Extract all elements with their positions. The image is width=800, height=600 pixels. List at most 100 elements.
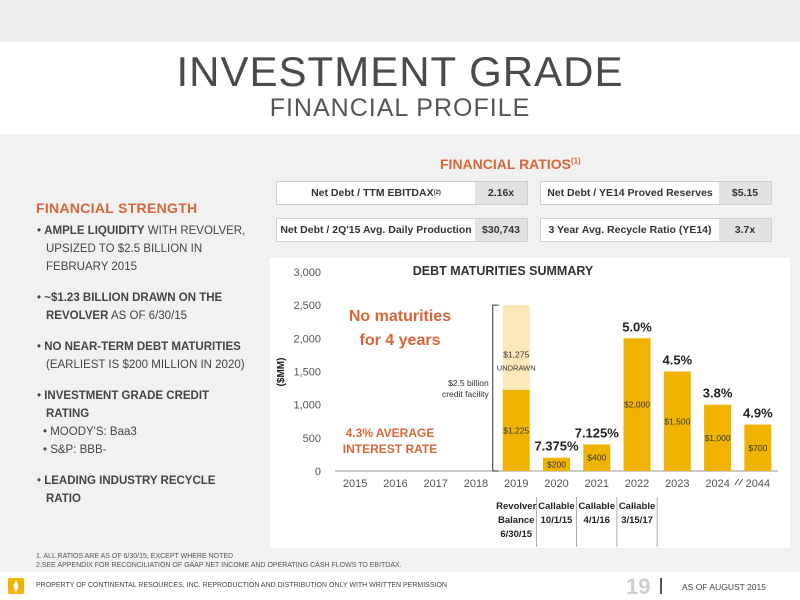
x-tick-label: 2023	[665, 478, 689, 490]
y-tick-label: 1,500	[293, 367, 321, 379]
x-tick-label: 2020	[544, 478, 568, 490]
x-tick-label: 2015	[343, 478, 367, 490]
bar-drawn	[623, 338, 651, 471]
strength-item-bold: ~$1.23 BILLION DRAWN ON THE REVOLVER	[44, 292, 223, 322]
ratio-label-text: Net Debt / 2Q'15 Avg. Daily Production	[280, 224, 472, 236]
ratio-value: $30,743	[475, 219, 527, 241]
strength-item-bold: LEADING INDUSTRY RECYCLE RATIO	[44, 475, 216, 505]
strength-item: • AMPLE LIQUIDITY WITH REVOLVER, UPSIZED…	[37, 225, 246, 273]
rating-item: • MOODY'S: Baa3	[43, 426, 137, 438]
ratio-label: Net Debt / TTM EBITDAX (2)	[277, 182, 475, 204]
ratio-label: 3 Year Avg. Recycle Ratio (YE14)	[541, 219, 719, 241]
financial-ratios-heading: FINANCIAL RATIOS(1)	[440, 156, 581, 172]
bar-footer-label: Callable	[538, 501, 574, 512]
y-tick-label: 1,000	[293, 400, 321, 412]
footer-divider	[660, 578, 662, 594]
bar-footer-label: Balance	[498, 515, 534, 526]
ratio-value: $5.15	[719, 182, 771, 204]
financial-strength-list: • AMPLE LIQUIDITY WITH REVOLVER, UPSIZED…	[36, 222, 251, 508]
interest-rate-label: 4.5%	[662, 353, 692, 368]
footnote: 2.SEE APPENDIX FOR RECONCILIATION OF GAA…	[36, 562, 402, 569]
interest-rate-label: 5.0%	[622, 319, 652, 334]
strength-item: • NO NEAR-TERM DEBT MATURITIES (EARLIEST…	[37, 341, 245, 371]
axis-break-mark	[734, 478, 744, 486]
strength-item: • LEADING INDUSTRY RECYCLE RATIO	[37, 475, 216, 505]
y-tick-label: 0	[315, 466, 321, 478]
bar-footer-label: Revolver	[496, 501, 536, 512]
interest-rate-label: 7.125%	[575, 425, 620, 440]
ratio-label: Net Debt / YE14 Proved Reserves	[541, 182, 719, 204]
x-tick-label: 2024	[705, 478, 729, 490]
undrawn-text: UNDRAWN	[497, 364, 536, 373]
page-number: 19	[626, 574, 651, 599]
x-tick-label: 2017	[423, 478, 447, 490]
facility-label: credit facility	[442, 389, 490, 399]
page-subtitle: FINANCIAL PROFILE	[269, 94, 531, 122]
ratio-box: 3 Year Avg. Recycle Ratio (YE14) 3.7x	[540, 218, 772, 242]
no-maturities-callout: No maturities	[349, 308, 451, 325]
undrawn-value-label: $1,275	[503, 350, 529, 360]
facility-label: $2.5 billion	[448, 378, 489, 388]
bar-drawn	[704, 404, 732, 471]
avg-rate-callout: 4.3% AVERAGE	[346, 426, 435, 440]
footnotes: 1. ALL RATIOS ARE AS OF 6/30/15, EXCEPT …	[36, 552, 402, 570]
ratio-label: Net Debt / 2Q'15 Avg. Daily Production	[277, 219, 475, 241]
financial-ratios-footnote-ref: (1)	[570, 156, 581, 166]
ratio-box: Net Debt / 2Q'15 Avg. Daily Production $…	[276, 218, 528, 242]
page-title: INVESTMENT GRADE	[176, 48, 624, 95]
footer: PROPERTY OF CONTINENTAL RESOURCES, INC. …	[0, 572, 800, 600]
y-tick-label: 3,000	[293, 267, 321, 279]
ratio-value: 3.7x	[719, 219, 771, 241]
x-tick-label: 2018	[464, 478, 488, 490]
bar-value-label: $400	[587, 453, 606, 463]
bar-footer-label: Callable	[619, 501, 655, 512]
x-tick-label: 2044	[746, 478, 770, 490]
interest-rate-label: 3.8%	[703, 386, 733, 401]
rating-item: • S&P: BBB-	[43, 444, 107, 456]
bar-drawn	[502, 389, 530, 471]
y-tick-label: 500	[303, 433, 321, 445]
ratio-label-text: 3 Year Avg. Recycle Ratio (YE14)	[548, 224, 712, 236]
bar-value-label: $1,225	[503, 425, 529, 435]
debt-maturities-chart: DEBT MATURITIES SUMMARY 0 500 1,000 1,500 2,0…	[270, 258, 790, 548]
bar-drawn	[583, 444, 611, 471]
bar-drawn	[744, 424, 772, 471]
ratio-box: Net Debt / YE14 Proved Reserves $5.15	[540, 181, 772, 205]
strength-item-bold: INVESTMENT GRADE CREDIT RATING	[44, 390, 210, 420]
strength-item: • ~$1.23 BILLION DRAWN ON THE REVOLVER A…	[37, 292, 223, 322]
ratio-label-sup: (2)	[433, 190, 441, 196]
bar-drawn	[543, 457, 570, 471]
bar-footer-label: 4/1/16	[584, 515, 610, 526]
bar-undrawn	[502, 305, 530, 390]
property-notice: PROPERTY OF CONTINENTAL RESOURCES, INC. …	[36, 582, 447, 589]
financial-strength-heading: FINANCIAL STRENGTH	[36, 200, 198, 216]
bar-footer-label: 3/15/17	[621, 515, 653, 526]
bar-footer-label: 6/30/15	[500, 529, 532, 540]
title-banner: INVESTMENT GRADE FINANCIAL PROFILE	[0, 42, 800, 134]
bar-value-label: $1,500	[664, 416, 690, 426]
financial-strength-panel: FINANCIAL STRENGTH • AMPLE LIQUIDITY WIT…	[36, 200, 251, 508]
x-tick-label: 2016	[383, 478, 407, 490]
bar-value-label: $2,000	[624, 400, 650, 410]
no-maturities-callout: for 4 years	[360, 332, 441, 349]
ratio-label-text: Net Debt / YE14 Proved Reserves	[547, 187, 713, 199]
interest-rate-label: 7.375%	[534, 439, 579, 454]
as-of-date: AS OF AUGUST 2015	[682, 582, 766, 592]
x-tick-label: 2022	[625, 478, 649, 490]
top-strip	[0, 0, 800, 42]
avg-rate-callout: INTEREST RATE	[343, 442, 437, 456]
strength-item: • INVESTMENT GRADE CREDIT RATING	[37, 390, 210, 420]
bar-value-label: $200	[547, 459, 566, 469]
chart-title: DEBT MATURITIES SUMMARY	[413, 264, 594, 278]
financial-ratios-title: FINANCIAL RATIOS	[440, 156, 571, 172]
y-tick-label: 2,500	[293, 300, 321, 312]
bar-value-label: $1,000	[705, 433, 731, 443]
x-tick-label: 2019	[504, 478, 528, 490]
strength-item-bold: AMPLE LIQUIDITY	[44, 225, 145, 237]
bar-footer-label: 10/1/15	[541, 515, 573, 526]
company-logo-icon	[8, 578, 24, 594]
strength-item-bold: NO NEAR-TERM DEBT MATURITIES	[44, 341, 241, 353]
facility-bracket	[492, 304, 499, 472]
bar-footer-label: Callable	[579, 501, 615, 512]
ratio-label-text: Net Debt / TTM EBITDAX	[311, 187, 434, 199]
